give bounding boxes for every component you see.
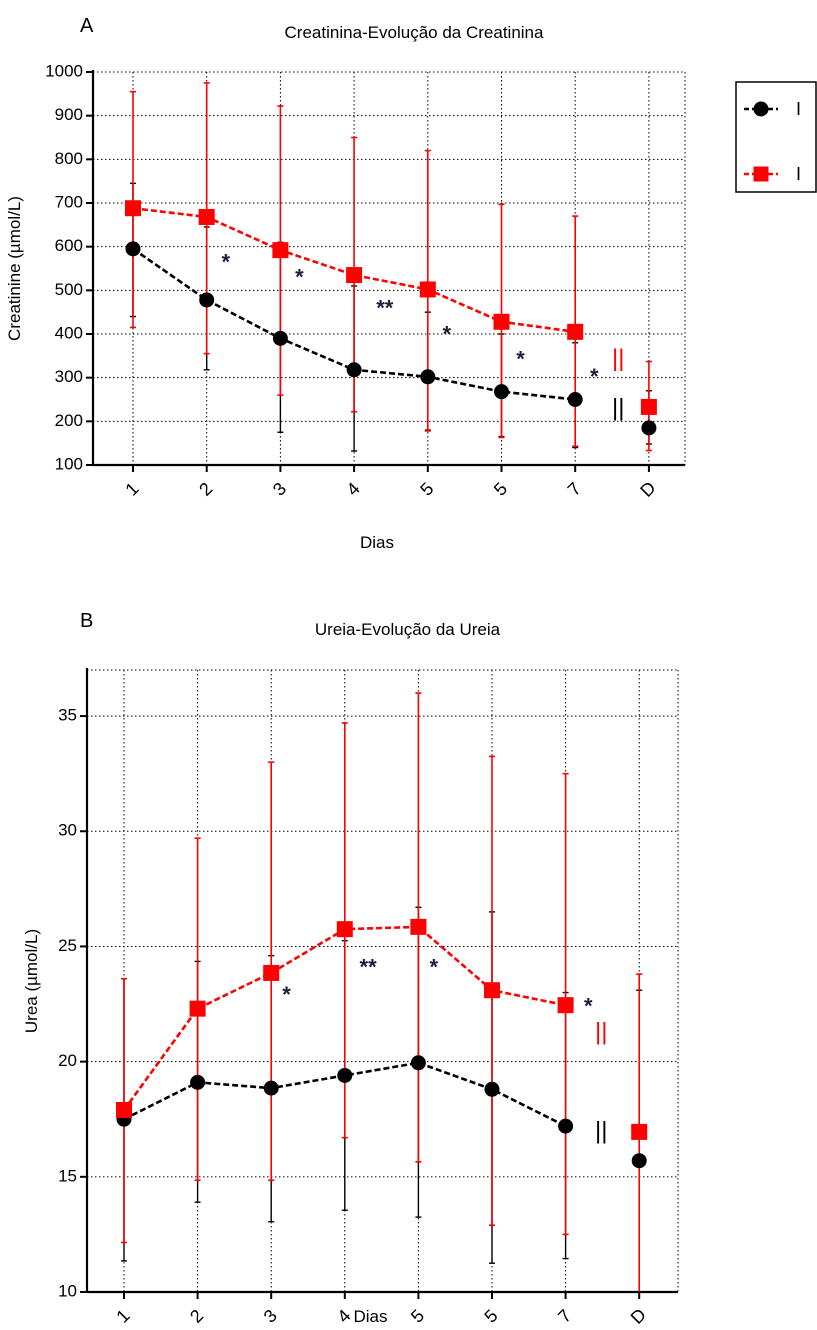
data-point-circle [346,362,362,378]
x-axis-title: Dias [353,1307,387,1326]
significance-star: * [584,993,593,1018]
x-tick-label: 1 [113,1306,134,1327]
significance-mark: || [612,345,624,372]
x-tick-label: 5 [416,479,437,500]
data-point-square [272,242,289,259]
legend-marker-0 [753,101,769,117]
y-tick-label: 20 [58,1051,77,1070]
data-point-square [263,964,280,981]
x-tick-label: 5 [407,1306,428,1327]
y-axis-title: Creatinine (µmol/L) [5,196,24,341]
x-tick-label: 3 [269,479,290,500]
y-tick-label: 700 [55,192,83,211]
significance-mark: || [612,394,624,421]
x-tick-label: 5 [481,1306,502,1327]
x-tick-label: 1 [122,479,143,500]
data-point-square [640,398,657,415]
x-tick-label: 7 [554,1306,575,1327]
panel-label: B [80,610,93,632]
data-point-square [336,921,353,938]
panel-label: A [80,15,94,37]
significance-star: ** [376,295,394,320]
significance-mark: || [595,1019,607,1046]
y-tick-label: 100 [55,454,83,473]
y-tick-label: 35 [58,706,77,725]
data-point-circle [558,1118,574,1134]
y-tick-label: 10 [58,1281,77,1300]
legend: I I [735,81,817,193]
y-tick-label: 300 [55,367,83,386]
data-point-square [567,323,584,340]
significance-star: * [516,346,525,371]
data-point-square [346,267,363,284]
x-tick-label: 4 [333,1306,354,1327]
data-point-circle [410,1055,426,1071]
data-point-square [125,200,141,217]
significance-star: * [295,265,304,290]
data-point-circle [199,292,215,308]
x-tick-label: 3 [260,1306,281,1327]
data-point-circle [631,1153,647,1169]
y-tick-label: 25 [58,936,77,955]
data-point-square [410,918,427,935]
data-point-circle [263,1080,279,1096]
y-tick-label: 15 [58,1166,77,1185]
legend-marker-1 [753,166,769,182]
x-axis-title: Dias [360,533,394,552]
y-tick-label: 500 [55,280,83,299]
data-point-square [198,208,215,225]
data-point-circle [420,369,436,385]
y-tick-label: 30 [58,821,77,840]
significance-star: * [590,364,599,389]
data-point-square [493,313,510,330]
y-tick-label: 200 [55,411,83,430]
chart-title: Ureia-Evolução da Ureia [315,620,501,639]
data-point-circle [337,1067,353,1083]
y-tick-label: 800 [55,149,83,168]
data-point-circle [494,384,509,400]
data-point-circle [272,330,288,346]
significance-star: * [221,249,230,274]
data-point-square [484,982,500,999]
significance-star: * [443,321,452,346]
x-tick-label: 7 [564,479,585,500]
data-point-circle [484,1081,500,1097]
x-tick-label: 5 [490,479,511,500]
chart-b: B Ureia-Evolução da Ureia 10 15 20 25 30 35 1 2 3 4… [22,610,679,1328]
y-tick-label: 900 [55,105,83,124]
significance-mark: || [595,1118,607,1145]
y-axis-title: Urea (µmol/L) [22,929,41,1033]
y-tick-label: 600 [55,236,83,255]
legend-label-1: I [796,164,801,184]
y-tick-label: 1000 [45,61,83,80]
data-point-square [631,1123,648,1140]
legend-box [735,81,817,193]
legend-label-0: I [796,99,801,119]
significance-star: * [282,982,291,1007]
significance-star: ** [360,954,378,979]
data-point-circle [567,392,583,407]
x-tick-label: 4 [343,479,364,500]
significance-star: * [429,954,438,979]
data-point-circle [641,420,657,436]
data-point-circle [125,241,141,257]
data-point-square [189,1000,206,1017]
chart-title: Creatinina-Evolução da Creatinina [285,23,544,42]
x-tick-label: 2 [186,1306,207,1327]
data-point-square [419,281,436,298]
data-point-square [116,1102,132,1119]
x-tick-label: 2 [195,479,216,500]
y-tick-label: 400 [55,323,83,342]
chart-a: A Creatinina-Evolução da Creatinina 100 200… [5,15,686,552]
data-point-circle [190,1074,206,1090]
data-point-square [557,997,574,1014]
x-tick-label: D [627,1304,650,1327]
x-tick-label: D [636,477,659,500]
